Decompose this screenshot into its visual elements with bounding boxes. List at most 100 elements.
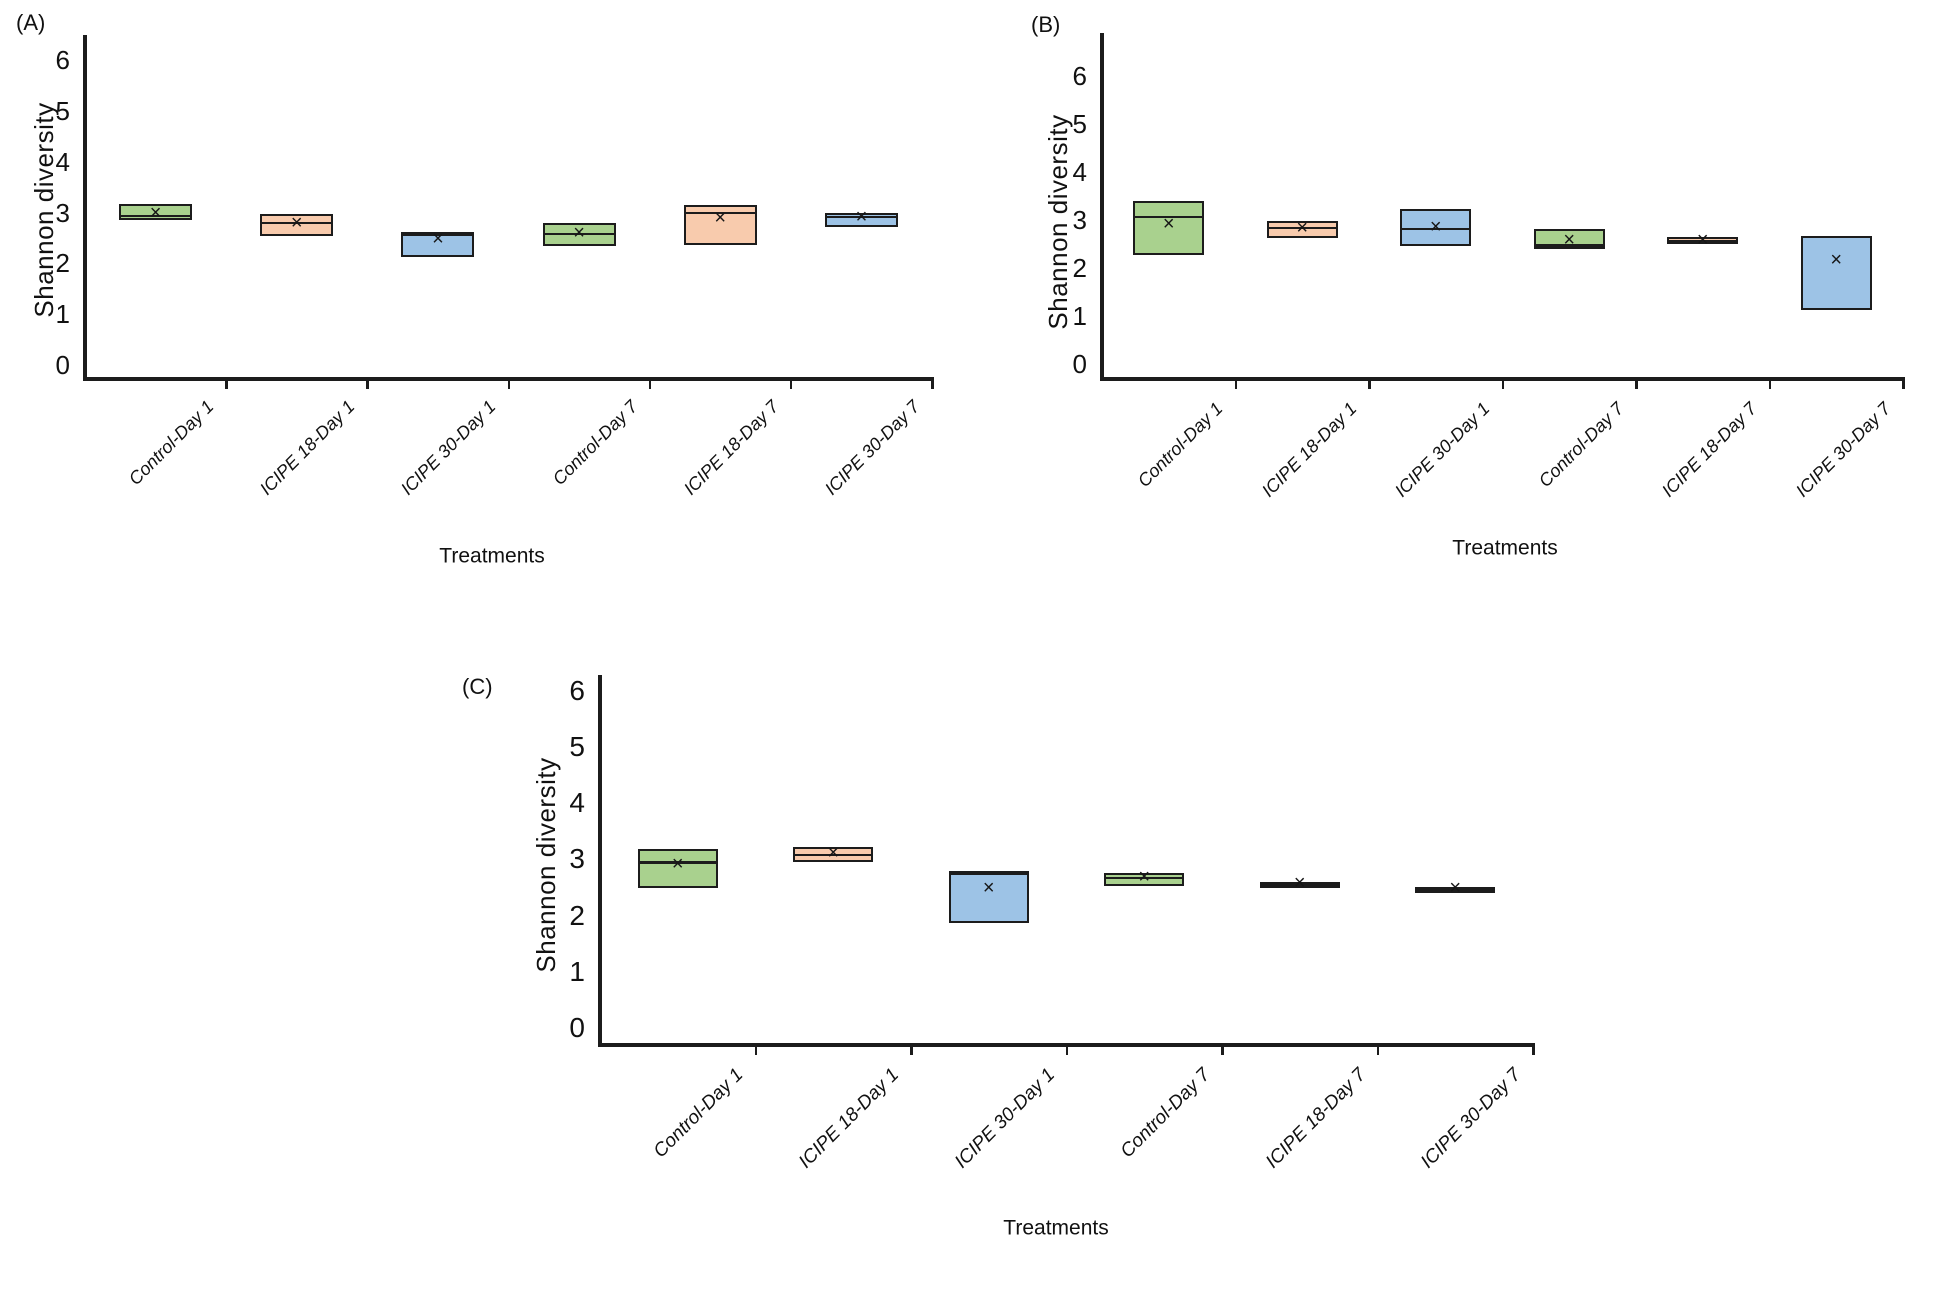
x-axis-title: Treatments: [1003, 1216, 1109, 1240]
y-tick-label: 3: [1072, 205, 1087, 235]
x-category-label: Control-Day 1: [649, 1064, 748, 1163]
x-tick-mark: [1221, 1046, 1224, 1055]
x-category-label: ICIPE 30-Day 1: [1391, 398, 1494, 501]
boxplot-median-line: [637, 861, 718, 864]
y-tick-label: 1: [55, 299, 70, 330]
y-tick-label: 5: [1072, 109, 1087, 139]
y-axis-line: [83, 35, 87, 380]
mean-marker: ×: [827, 842, 840, 865]
mean-marker: ×: [432, 227, 444, 250]
x-category-label: ICIPE 30-Day 7: [820, 396, 924, 499]
mean-marker: ×: [1696, 229, 1709, 252]
boxplot-median-line: [1400, 227, 1472, 231]
x-tick-mark: [648, 380, 652, 389]
boxplot-box: [1104, 873, 1185, 886]
mean-marker: ×: [1830, 249, 1843, 272]
boxplot-box: [1266, 220, 1338, 239]
y-tick-label: 6: [569, 674, 585, 706]
x-category-label: ICIPE 18-Day 1: [794, 1064, 904, 1173]
boxplot-median-line: [1667, 240, 1739, 243]
x-tick-mark: [366, 380, 369, 389]
boxplot-median-line: [1533, 244, 1605, 247]
boxplot-box: [948, 870, 1029, 924]
x-axis-title: Treatments: [1452, 536, 1558, 560]
boxplot-median-line: [1133, 215, 1205, 219]
boxplot-median-line: [542, 232, 616, 236]
boxplot-median-line: [824, 215, 898, 219]
boxplot-box: [637, 849, 718, 889]
mean-marker: ×: [149, 201, 162, 224]
mean-marker: ×: [1138, 865, 1151, 888]
mean-marker: ×: [1429, 215, 1442, 238]
x-tick-mark: [1065, 1046, 1068, 1055]
boxplot-median-line: [948, 872, 1029, 876]
y-tick-label: 1: [1072, 301, 1087, 331]
panel-label: (A): [16, 10, 46, 35]
mean-marker: ×: [1449, 876, 1462, 899]
mean-marker: ×: [714, 207, 727, 230]
x-tick-mark: [789, 380, 793, 389]
boxplot-median-line: [119, 214, 193, 218]
boxplot-median-line: [793, 853, 874, 857]
x-category-label: ICIPE 30-Day 7: [1791, 398, 1895, 501]
y-tick-label: 6: [1072, 61, 1087, 91]
x-tick-mark: [1768, 380, 1771, 389]
y-axis-line: [598, 675, 602, 1046]
x-axis-line: [1100, 377, 1905, 381]
x-axis-line: [83, 377, 934, 381]
mean-marker: ×: [855, 206, 868, 229]
boxplot-box: [1400, 208, 1472, 246]
x-category-label: ICIPE 30-Day 1: [950, 1064, 1059, 1173]
y-tick-label: 6: [55, 45, 70, 76]
boxplot-median-line: [1259, 883, 1340, 887]
x-tick-mark: [1902, 380, 1905, 389]
y-tick-label: 2: [569, 899, 585, 931]
y-axis-line: [1100, 33, 1104, 380]
x-tick-mark: [1635, 380, 1638, 389]
y-tick-label: 0: [1072, 349, 1087, 379]
y-tick-label: 3: [569, 843, 585, 875]
mean-marker: ×: [290, 211, 303, 234]
boxplot-median-line: [1266, 226, 1338, 230]
x-category-label: Control-Day 7: [1534, 398, 1628, 491]
boxplot-median-line: [1415, 888, 1496, 892]
x-tick-mark: [931, 380, 934, 389]
y-tick-label: 1: [569, 955, 585, 987]
mean-marker: ×: [573, 222, 585, 245]
y-tick-label: 4: [1072, 157, 1087, 187]
y-tick-label: 4: [55, 146, 70, 177]
x-tick-mark: [1532, 1046, 1535, 1055]
boxplot-box: [683, 204, 757, 246]
y-tick-label: 0: [569, 1012, 585, 1043]
x-category-label: ICIPE 18-Day 7: [1658, 398, 1761, 501]
boxplot-box: [1533, 228, 1605, 249]
boxplot-median-line: [1104, 876, 1185, 880]
mean-marker: ×: [1162, 212, 1175, 235]
mean-marker: ×: [1563, 228, 1576, 251]
x-category-label: Control-Day 1: [1134, 398, 1227, 491]
x-category-label: Control-Day 7: [1116, 1064, 1215, 1163]
x-category-label: ICIPE 30-Day 1: [397, 396, 500, 499]
boxplot-median-line: [683, 211, 757, 215]
x-category-label: ICIPE 18-Day 1: [1257, 398, 1361, 501]
x-tick-mark: [1234, 380, 1237, 389]
y-tick-label: 3: [55, 197, 70, 228]
y-tick-label: 2: [55, 248, 70, 279]
boxplot-box: [1133, 200, 1205, 255]
x-category-label: ICIPE 18-Day 7: [1261, 1064, 1370, 1173]
x-tick-mark: [1376, 1046, 1379, 1055]
y-tick-label: 5: [569, 731, 585, 762]
x-axis-line: [598, 1043, 1535, 1047]
x-tick-mark: [910, 1046, 913, 1055]
x-axis-title: Treatments: [439, 544, 545, 568]
y-tick-label: 5: [55, 96, 70, 126]
x-category-label: ICIPE 18-Day 7: [679, 396, 783, 499]
y-tick-label: 4: [569, 787, 585, 819]
x-tick-mark: [225, 380, 228, 389]
y-tick-label: 2: [1072, 253, 1087, 283]
boxplot-median-line: [401, 233, 475, 237]
x-category-label: ICIPE 18-Day 1: [256, 396, 359, 499]
mean-marker: ×: [671, 853, 684, 876]
x-tick-mark: [1368, 380, 1371, 389]
